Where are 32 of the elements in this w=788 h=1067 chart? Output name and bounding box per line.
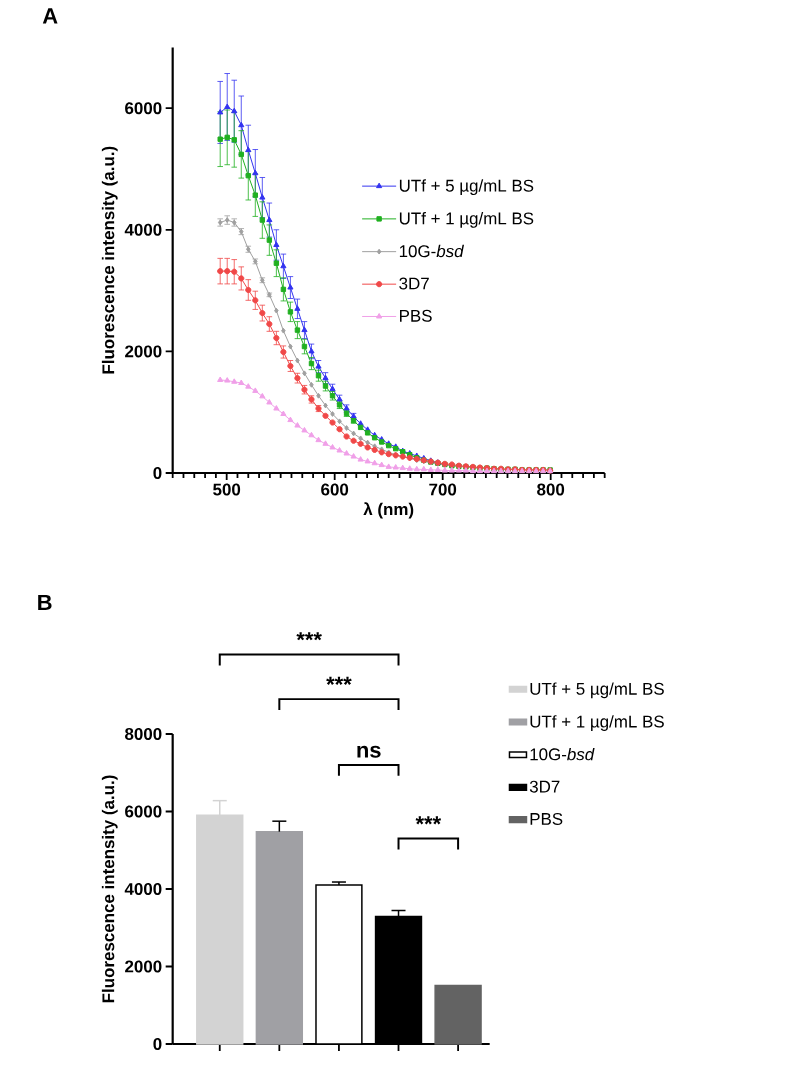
y-tick-label: 4000 xyxy=(124,883,162,895)
legend-label: 10G-bsd xyxy=(530,747,595,761)
x-tick-label: 800 xyxy=(537,483,565,496)
y-tick-label: 2000 xyxy=(125,345,162,358)
x-tick-label: 600 xyxy=(321,483,349,496)
y-tick-label: 2000 xyxy=(125,960,162,973)
y-axis-title: Fluorescence intensity (a.u.) xyxy=(102,775,118,1003)
y-tick-label: 6000 xyxy=(125,805,162,818)
chart-title: B xyxy=(38,594,52,610)
legend-label: UTf + 5 µg/mL BS xyxy=(530,682,664,699)
y-tick-label: 0 xyxy=(153,1038,162,1050)
y-tick-label: 4000 xyxy=(124,223,162,236)
annotation: ns xyxy=(357,745,381,758)
y-tick-label: 0 xyxy=(153,466,162,479)
y-tick-label: 6000 xyxy=(125,102,162,115)
legend-label: PBS xyxy=(530,812,563,825)
legend-label: UTf + 5 µg/mL BS xyxy=(400,179,534,196)
x-tick-label: 700 xyxy=(429,483,457,496)
x-axis-title: λ (nm) xyxy=(363,502,414,519)
legend-label: PBS xyxy=(400,309,432,322)
legend-label: 3D7 xyxy=(399,277,429,290)
y-tick-label: 8000 xyxy=(125,728,162,740)
text: *** xyxy=(326,676,352,685)
annotation: *** xyxy=(415,816,442,825)
chart-title: A xyxy=(42,8,58,24)
x-tick-label: 500 xyxy=(213,483,241,496)
legend-label: 3D7 xyxy=(530,780,560,793)
text: *** xyxy=(296,632,323,641)
legend-label: 10G-bsd xyxy=(400,244,465,258)
legend-label: UTf + 1 µg/mL BS xyxy=(400,212,534,228)
legend-label: UTf + 1 µg/mL BS xyxy=(530,715,664,731)
y-axis-title: Fluorescence intensity (a.u.) xyxy=(102,146,118,374)
